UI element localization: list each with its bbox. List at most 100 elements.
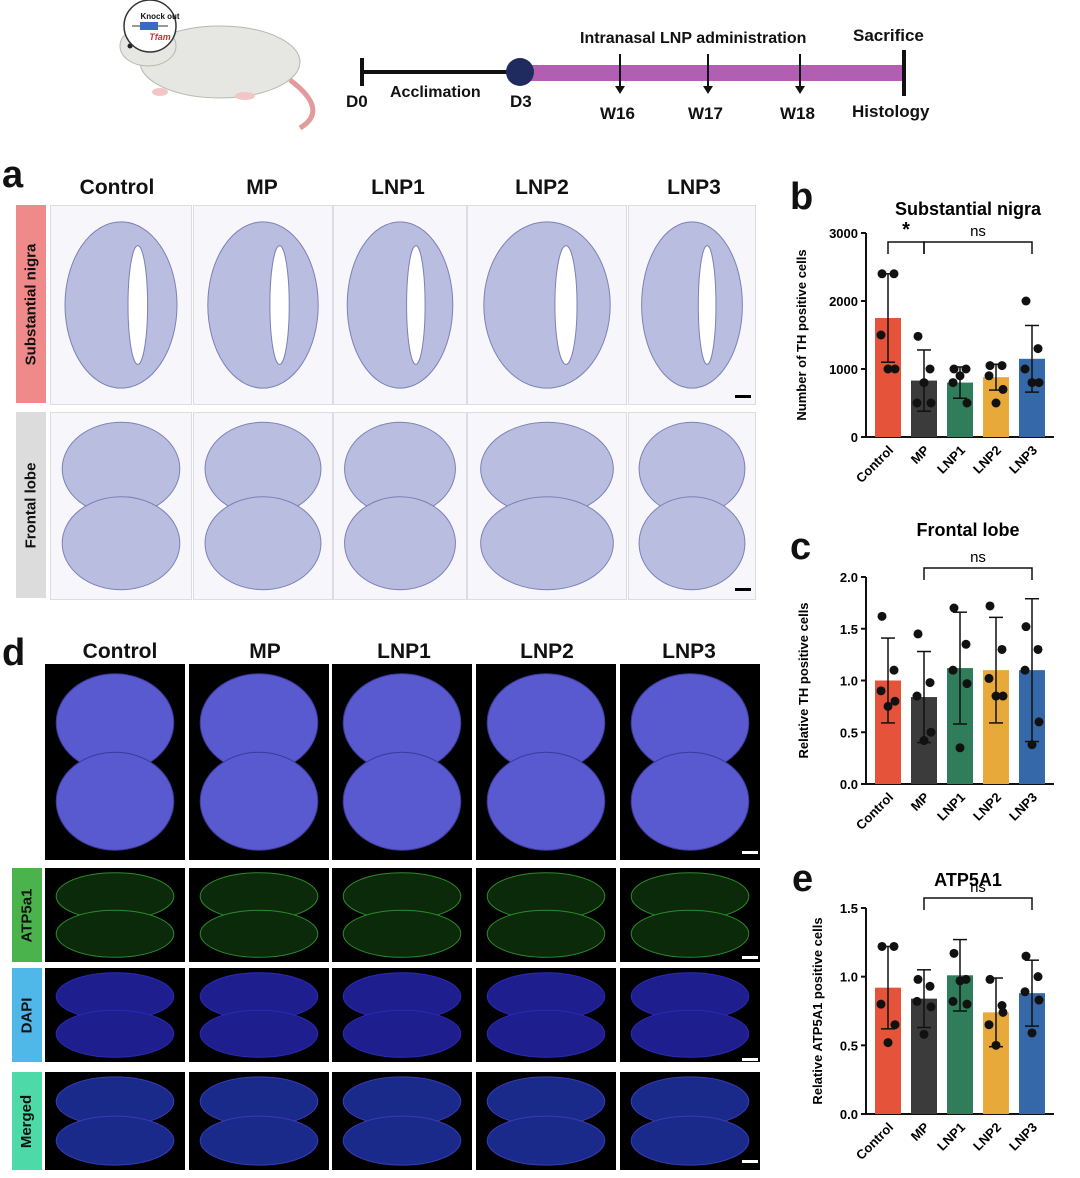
data-point — [1027, 1028, 1037, 1038]
x-tick-label: MP — [908, 789, 933, 814]
data-point — [883, 1038, 893, 1048]
row-tab-dapi: DAPI — [12, 968, 42, 1062]
brain-section-image — [480, 421, 614, 591]
panel-d-letter: d — [2, 632, 26, 674]
data-point — [926, 398, 936, 408]
data-point — [984, 1020, 994, 1030]
data-point — [919, 736, 929, 746]
brain-section-image — [55, 972, 175, 1058]
data-point — [877, 941, 887, 951]
x-tick-label: LNP2 — [970, 443, 1004, 477]
data-point — [962, 398, 972, 408]
fluorescence-tile — [189, 968, 329, 1062]
data-point — [1034, 378, 1044, 388]
data-point — [991, 1040, 1001, 1050]
data-point — [889, 665, 899, 675]
significance-label: ns — [970, 223, 986, 240]
chart-title: Substantial nigra — [895, 199, 1042, 219]
data-point — [1027, 740, 1037, 750]
data-point — [926, 727, 936, 737]
col-head-lnp3: LNP3 — [667, 176, 721, 199]
brain-section-image — [199, 972, 319, 1058]
x-tick-label: LNP1 — [934, 443, 968, 477]
chart-title: ATP5A1 — [934, 870, 1002, 890]
x-tick-label: LNP1 — [934, 790, 968, 824]
y-tick-label: 0.5 — [840, 1038, 858, 1053]
col-head-lnp3: LNP3 — [662, 640, 716, 663]
data-point — [985, 601, 995, 611]
data-point — [919, 378, 929, 388]
x-tick-label: LNP2 — [970, 1120, 1004, 1154]
fluorescence-tile — [476, 664, 616, 860]
he-tile — [333, 412, 467, 600]
scale-bar — [735, 395, 751, 398]
brain-section-image — [638, 421, 746, 591]
col-head-mp: MP — [249, 640, 281, 663]
y-tick-label: 1.0 — [840, 970, 858, 985]
significance-bracket — [923, 897, 1033, 910]
data-point — [948, 665, 958, 675]
brain-section-image — [55, 872, 175, 958]
col-head-lnp1: LNP1 — [377, 640, 431, 663]
he-tile — [628, 205, 756, 405]
fluorescence-tile — [332, 1072, 472, 1170]
brain-section-image — [342, 872, 462, 958]
panel-c-letter: c — [790, 526, 812, 568]
data-point — [925, 364, 935, 374]
data-point — [991, 398, 1001, 408]
fluorescence-tile — [476, 868, 616, 962]
data-point — [890, 364, 900, 374]
fluorescence-tile — [332, 968, 472, 1062]
data-point — [889, 941, 899, 951]
w18-label: W18 — [780, 104, 815, 123]
y-tick-label: 0.0 — [840, 1107, 858, 1122]
x-tick-label: LNP3 — [1006, 790, 1040, 824]
y-tick-label: 0 — [851, 430, 858, 445]
scale-bar — [742, 956, 758, 959]
data-point — [998, 691, 1008, 701]
w16-label: W16 — [600, 104, 635, 123]
data-point — [985, 974, 995, 984]
x-tick-label: Control — [853, 443, 896, 486]
data-point — [997, 361, 1007, 371]
col-head-lnp1: LNP1 — [371, 176, 425, 199]
row-tab-merged: Merged — [12, 1072, 42, 1170]
y-tick-label: 2000 — [829, 294, 858, 309]
brain-section-image — [342, 972, 462, 1058]
data-point — [998, 384, 1008, 394]
data-point — [961, 639, 971, 649]
data-point — [991, 691, 1001, 701]
data-point — [926, 1002, 936, 1012]
data-point — [925, 678, 935, 688]
data-point — [1020, 987, 1030, 997]
he-tile — [467, 412, 627, 600]
data-point — [955, 743, 965, 753]
he-tile — [628, 412, 756, 600]
histology-label: Histology — [852, 102, 930, 121]
data-point — [876, 686, 886, 696]
brain-section-image — [630, 1076, 750, 1166]
data-point — [961, 364, 971, 374]
he-tile — [193, 412, 333, 600]
y-axis-label: Relative ATP5A1 positive cells — [810, 917, 825, 1104]
brain-section-image — [199, 673, 319, 851]
data-point — [890, 696, 900, 706]
data-point — [1034, 717, 1044, 727]
x-tick-label: MP — [908, 442, 933, 467]
fluorescence-tile — [45, 664, 185, 860]
x-tick-label: LNP1 — [934, 1120, 968, 1154]
brain-section-image — [55, 1076, 175, 1166]
data-point — [948, 378, 958, 388]
significance-label: * — [902, 219, 910, 241]
y-tick-label: 1000 — [829, 362, 858, 377]
gene-label: Tfam — [149, 32, 171, 42]
data-point — [876, 330, 886, 340]
fluorescence-tile — [45, 968, 185, 1062]
y-tick-label: 2.0 — [840, 570, 858, 585]
data-point — [1020, 665, 1030, 675]
brain-section-image — [61, 421, 181, 591]
acclimation-label: Acclimation — [390, 84, 481, 101]
scale-bar — [742, 1160, 758, 1163]
panel-b-letter: b — [790, 176, 814, 218]
fluorescence-tile — [332, 868, 472, 962]
